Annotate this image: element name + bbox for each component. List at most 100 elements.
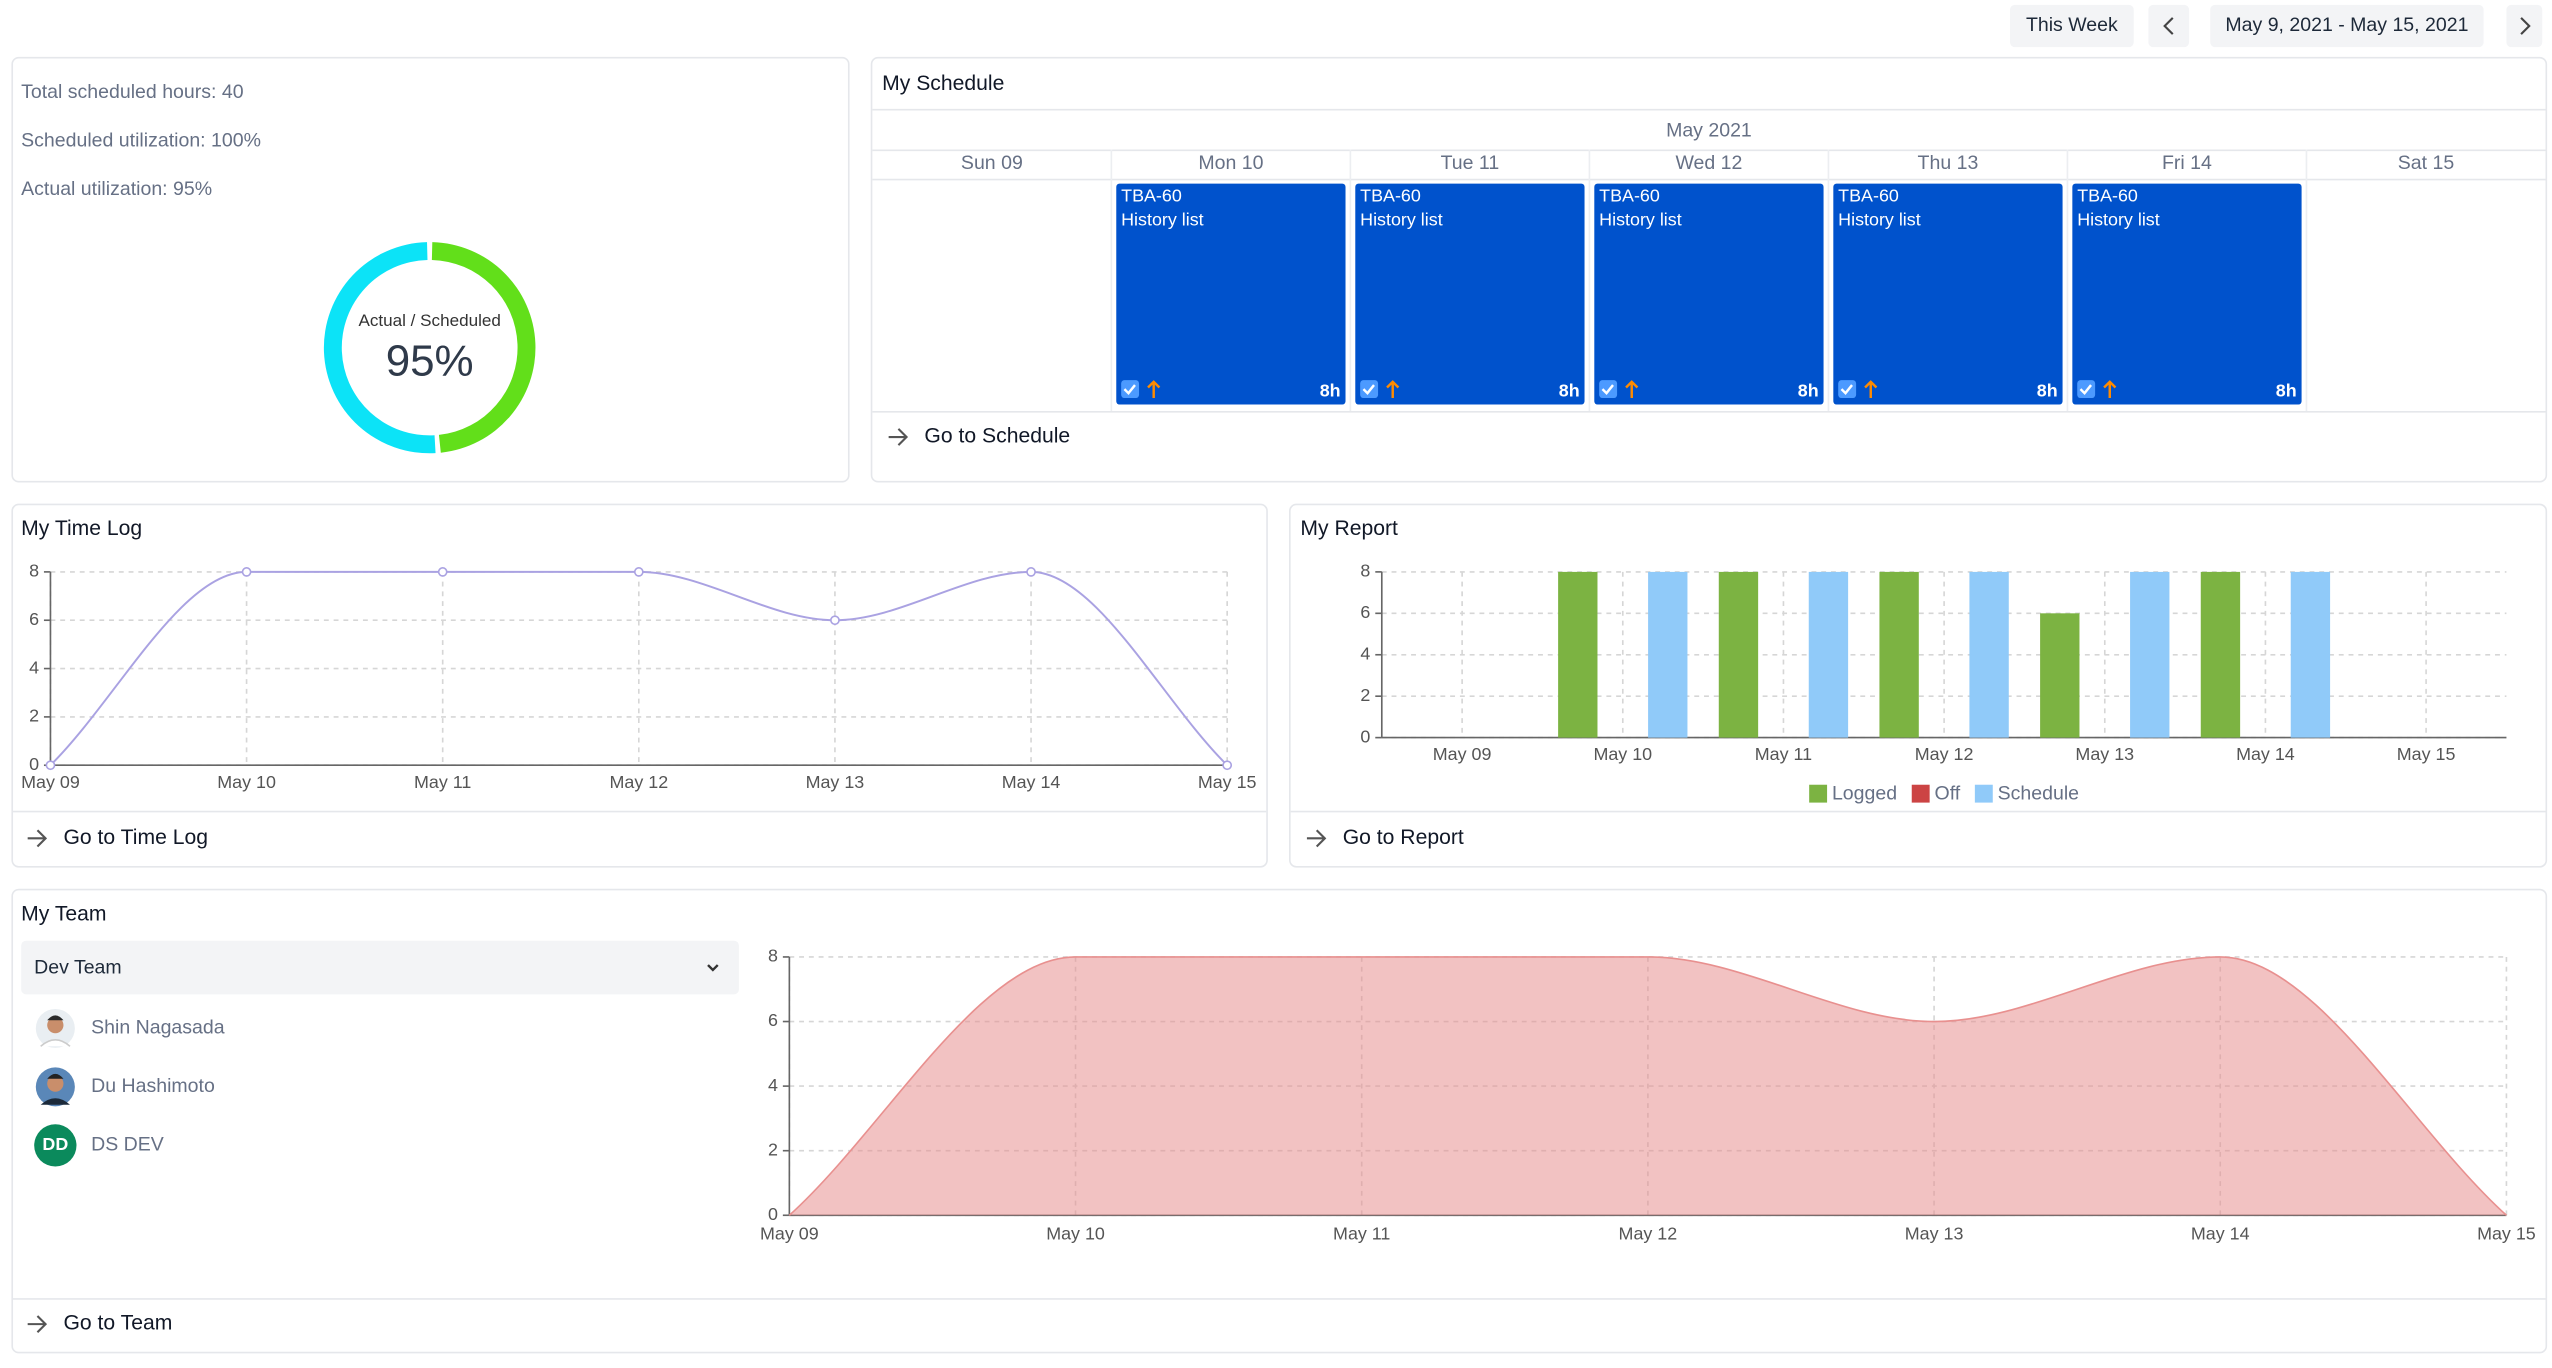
y-tick-label: 8 [29,561,39,581]
y-tick-label: 0 [1360,726,1370,746]
day-label: Thu 13 [1918,152,1979,174]
event-hours: 8h [1559,380,1580,400]
check-icon [1360,380,1379,399]
avatar [35,1067,75,1107]
event[interactable] [1355,183,1585,405]
x-tick-label: May 10 [1593,744,1652,764]
x-tick-label: May 15 [1198,772,1257,792]
x-tick-label: May 11 [414,772,471,792]
point [1026,567,1036,577]
y-tick-label: 2 [768,1139,778,1159]
avatar-initials: DD [42,1134,68,1154]
y-tick-label: 4 [1360,643,1370,663]
event[interactable] [1116,183,1346,405]
check-mark [1601,384,1614,396]
time-log-card [11,503,1268,868]
bar [2290,571,2331,738]
card-title: My Report [1300,517,1398,540]
x-tick-label: May 10 [217,772,276,792]
team-select[interactable] [21,940,739,995]
x-tick-label: May 14 [1002,772,1061,792]
donut-segment [431,242,536,453]
bar [2040,613,2080,738]
prev-button[interactable] [2148,4,2190,48]
event-name: History list [1838,210,1921,230]
check-mark [1123,384,1136,396]
x-tick-label: May 15 [2477,1224,2536,1244]
x-tick-label: May 09 [1433,744,1492,764]
priority-icon [1864,380,1878,399]
x-tick-label: May 13 [2075,744,2134,764]
y-tick-label: 4 [768,1075,778,1095]
bar [2200,571,2241,738]
event[interactable] [2072,183,2302,405]
team-select-value[interactable]: Dev Team [34,956,122,978]
event-name: History list [1360,210,1443,230]
x-tick-label: May 15 [2397,744,2456,764]
priority-icon [1147,380,1161,399]
y-tick-label: 6 [768,1010,778,1030]
point [45,760,56,771]
stat: Total scheduled hours: 40 [21,81,244,103]
y-tick-label: 6 [29,609,39,629]
legend-swatch [1809,784,1828,803]
area-line [788,956,2507,1216]
x-tick-label: May 10 [1046,1224,1105,1244]
check-icon [1121,380,1140,399]
event-hours: 8h [1320,380,1341,400]
link[interactable]: Go to Team [63,1312,172,1335]
check-mark [2079,384,2093,396]
day-label: Sat 15 [2398,152,2455,174]
y-tick-label: 0 [29,754,39,774]
priority-icon [1386,380,1400,399]
member-name: DS DEV [91,1134,164,1156]
card-title: My Team [21,902,106,925]
priority-icon [2103,380,2117,399]
check-icon [1838,380,1857,399]
avatar [34,1124,77,1167]
event-hours: 8h [2276,380,2297,400]
y-tick-label: 4 [29,657,39,677]
card-title: My Schedule [882,72,1004,95]
day-label: Fri 14 [2162,152,2212,174]
stat: Actual utilization: 95% [21,178,212,200]
y-tick-label: 2 [1360,685,1370,705]
member-name: Du Hashimoto [91,1075,215,1097]
area [789,956,2507,1216]
period-button-label[interactable]: This Week [2026,14,2118,36]
bar [1969,571,2009,738]
check-icon [2077,380,2096,399]
stat: Scheduled utilization: 100% [21,130,261,152]
date-range[interactable]: May 9, 2021 - May 15, 2021 [2225,14,2468,36]
link[interactable]: Go to Schedule [924,425,1070,448]
event-name: History list [1121,210,1204,230]
donut-segment [323,242,436,454]
x-tick-label: May 14 [2236,744,2295,764]
x-tick-label: May 09 [760,1224,819,1244]
priority-icon [1625,380,1639,399]
donut-label: Actual / Scheduled [358,311,500,330]
event[interactable] [1833,183,2063,405]
point [830,615,840,626]
period-button[interactable] [2010,4,2134,48]
day-label: Tue 11 [1441,152,1500,174]
card-title: My Time Log [21,517,142,540]
y-tick-label: 0 [768,1204,778,1224]
link-icon [888,428,909,446]
event[interactable] [1594,183,1824,405]
link[interactable]: Go to Report [1343,826,1464,849]
link[interactable]: Go to Time Log [63,826,208,849]
event-code: TBA-60 [1121,185,1182,205]
date-range-button[interactable] [2210,4,2484,48]
event-code: TBA-60 [1838,185,1899,205]
event-code: TBA-60 [1360,185,1421,205]
point [437,567,448,577]
legend-label: Logged [1832,783,1897,805]
select-caret [707,964,719,972]
next-button[interactable] [2506,4,2543,48]
y-tick-label: 8 [768,946,778,966]
bar [1718,571,1759,738]
y-tick-label: 6 [1360,602,1370,622]
